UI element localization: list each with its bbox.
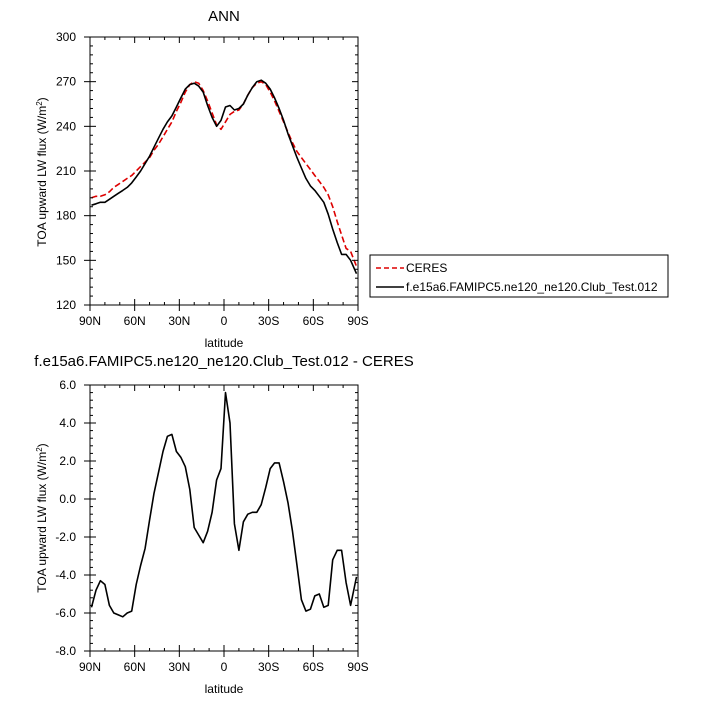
bottom-chart-title: f.e15a6.FAMIPC5.ne120_ne120.Club_Test.01… [34, 353, 413, 370]
x-tick-label: 90N [79, 660, 101, 674]
y-tick-label: 4.0 [59, 416, 76, 430]
series-line-ceres [91, 80, 358, 267]
y-tick-label: 180 [56, 209, 76, 223]
y-tick-label: 150 [56, 253, 76, 267]
legend-label-model: f.e15a6.FAMIPC5.ne120_ne120.Club_Test.01… [406, 280, 658, 294]
y-tick-label: -4.0 [55, 568, 76, 582]
series-line-difference [90, 391, 358, 618]
top-x-axis-label: latitude [205, 336, 244, 350]
x-tick-label: 30S [258, 660, 279, 674]
top-plot-area: 90N 60N 30N 0 30S 60S 90S 120 150 180 210 240 270 300 [56, 30, 369, 328]
x-tick-label: 60S [303, 314, 324, 328]
y-tick-label: 300 [56, 30, 76, 44]
plot-frame [89, 36, 359, 306]
top-panel: ANN 90N 60N 30N 0 30S 60S 90S 120 150 180 210 240 27… [35, 8, 369, 350]
legend: CERES f.e15a6.FAMIPC5.ne120_ne120.Club_T… [369, 254, 669, 298]
x-tick-label: 90N [79, 314, 101, 328]
y-tick-label: 210 [56, 164, 76, 178]
y-tick-label: 6.0 [59, 378, 76, 392]
bottom-y-axis-label: TOA upward LW flux (W/m2) [35, 443, 50, 592]
legend-box [369, 254, 669, 298]
y-tick-label: -8.0 [55, 644, 76, 658]
legend-label-ceres: CERES [406, 261, 447, 275]
x-tick-label: 90S [347, 660, 368, 674]
x-tick-label: 90S [347, 314, 368, 328]
x-tick-label: 60S [303, 660, 324, 674]
y-tick-label: 240 [56, 119, 76, 133]
y-tick-label: 2.0 [59, 454, 76, 468]
x-tick-label: 0 [221, 314, 228, 328]
x-tick-label: 30N [168, 314, 190, 328]
x-tick-label: 60N [124, 314, 146, 328]
series-line-model [91, 79, 358, 275]
top-y-axis-label: TOA upward LW flux (W/m2) [35, 97, 50, 246]
bottom-panel: f.e15a6.FAMIPC5.ne120_ne120.Club_Test.01… [34, 353, 413, 696]
x-tick-label: 30S [258, 314, 279, 328]
bottom-x-axis-label: latitude [205, 682, 244, 696]
x-tick-label: 30N [168, 660, 190, 674]
y-tick-label: 270 [56, 75, 76, 89]
x-tick-label: 0 [221, 660, 228, 674]
x-tick-label: 60N [124, 660, 146, 674]
y-tick-label: 0.0 [59, 492, 76, 506]
y-tick-label: -2.0 [55, 530, 76, 544]
y-tick-label: -6.0 [55, 606, 76, 620]
top-chart-title: ANN [208, 8, 240, 25]
y-tick-label: 120 [56, 298, 76, 312]
bottom-plot-area: 90N 60N 30N 0 30S 60S 90S -8.0 -6.0 -4.0 -2.0 0.0 2.… [55, 378, 368, 674]
